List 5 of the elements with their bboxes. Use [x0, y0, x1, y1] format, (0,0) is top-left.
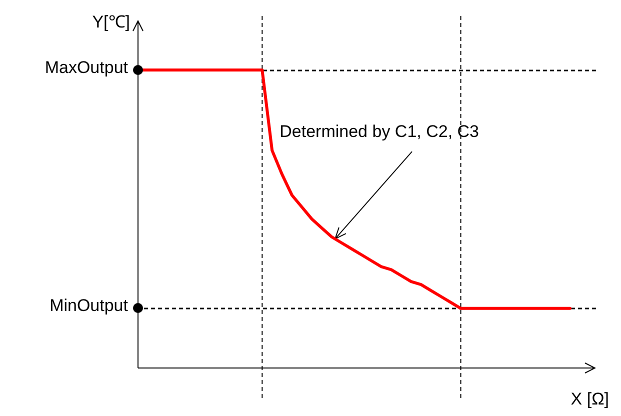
- annotation: Determined by C1, C2, C3: [280, 122, 480, 141]
- ref-line-label: MinOutput: [50, 296, 128, 316]
- y-axis-title: Y[℃]: [92, 12, 130, 32]
- ref-line-label: MaxOutput: [44, 58, 128, 78]
- x-axis-title: X [Ω]: [570, 390, 609, 409]
